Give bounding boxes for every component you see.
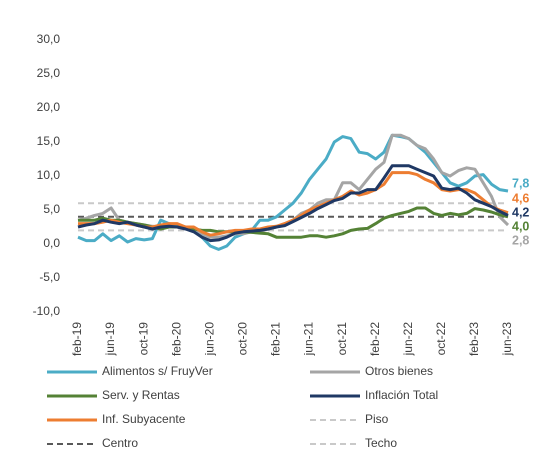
x-tick-label: jun-19 [103,322,117,357]
y-tick-label: 10,0 [37,168,61,182]
legend-label: Serv. y Rentas [102,388,180,402]
x-tick-label: oct-21 [335,322,349,356]
legend-label: Otros bienes [365,364,433,378]
x-tick-label: jun-20 [202,322,216,357]
x-tick-label: jun-23 [500,322,514,357]
x-tick-label: jun-22 [401,322,415,357]
x-tick-label: feb-21 [269,322,283,356]
y-tick-label: 20,0 [37,100,61,114]
x-tick-label: oct-20 [236,322,250,356]
series-line [77,164,509,243]
y-tick-label: -5,0 [39,270,60,284]
x-tick-label: oct-19 [136,322,150,356]
legend-label: Alimentos s/ FruyVer [102,364,213,378]
y-tick-label: 0,0 [43,236,60,250]
y-tick-label: 15,0 [37,134,61,148]
end-label: 7,8 [512,176,529,190]
legend-label: Piso [365,412,389,426]
end-label: 2,8 [512,233,529,247]
x-tick-label: feb-20 [169,322,183,356]
y-tick-label: -10,0 [33,304,61,318]
x-tick-label: feb-23 [467,322,481,356]
end-label: 4,6 [512,191,529,205]
series-line [77,133,509,251]
legend-label: Inflación Total [365,388,438,402]
legend-label: Inf. Subyacente [102,412,186,426]
y-tick-label: 25,0 [37,66,61,80]
y-tick-label: 5,0 [43,202,60,216]
x-tick-label: feb-19 [70,322,84,356]
x-tick-label: feb-22 [368,322,382,356]
x-tick-label: oct-22 [434,322,448,356]
legend-label: Centro [102,436,138,450]
y-tick-label: 30,0 [37,32,61,46]
end-label: 4,2 [512,205,529,219]
end-label: 4,0 [512,219,529,233]
legend-label: Techo [365,436,397,450]
x-tick-label: jun-21 [302,322,316,357]
